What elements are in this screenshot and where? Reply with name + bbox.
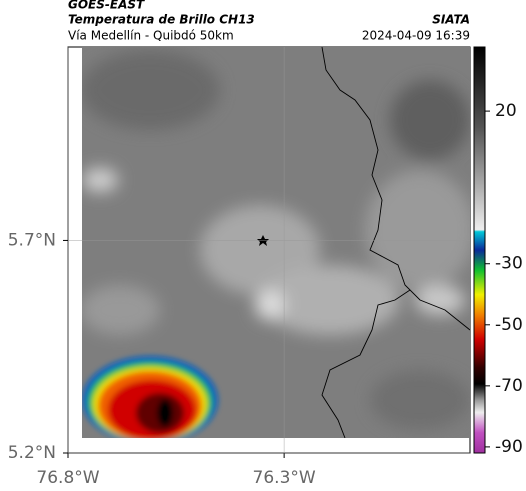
- colorbar-tick-label: -30: [495, 254, 523, 274]
- colorbar: [473, 46, 486, 454]
- colorbar-tick-label: -50: [495, 315, 523, 335]
- timestamp: 2024-04-09 16:39: [362, 29, 470, 43]
- x-tick-label: 76.8°W: [36, 468, 99, 488]
- org: SIATA: [432, 13, 470, 27]
- region: Vía Medellín - Quibdó 50km: [68, 29, 234, 43]
- y-tick-label: 5.7°N: [8, 230, 56, 250]
- colorbar-tick-label: -90: [495, 437, 523, 457]
- colorbar-tick-label: 20: [495, 101, 517, 121]
- colorbar-tick-label: -70: [495, 376, 523, 396]
- y-tick-label: 5.2°N: [8, 443, 56, 463]
- x-tick-label: 76.3°W: [253, 468, 316, 488]
- satellite-image: [82, 47, 470, 438]
- product: Temperatura de Brillo CH13: [68, 13, 255, 27]
- agency: GOES-EAST: [68, 0, 145, 12]
